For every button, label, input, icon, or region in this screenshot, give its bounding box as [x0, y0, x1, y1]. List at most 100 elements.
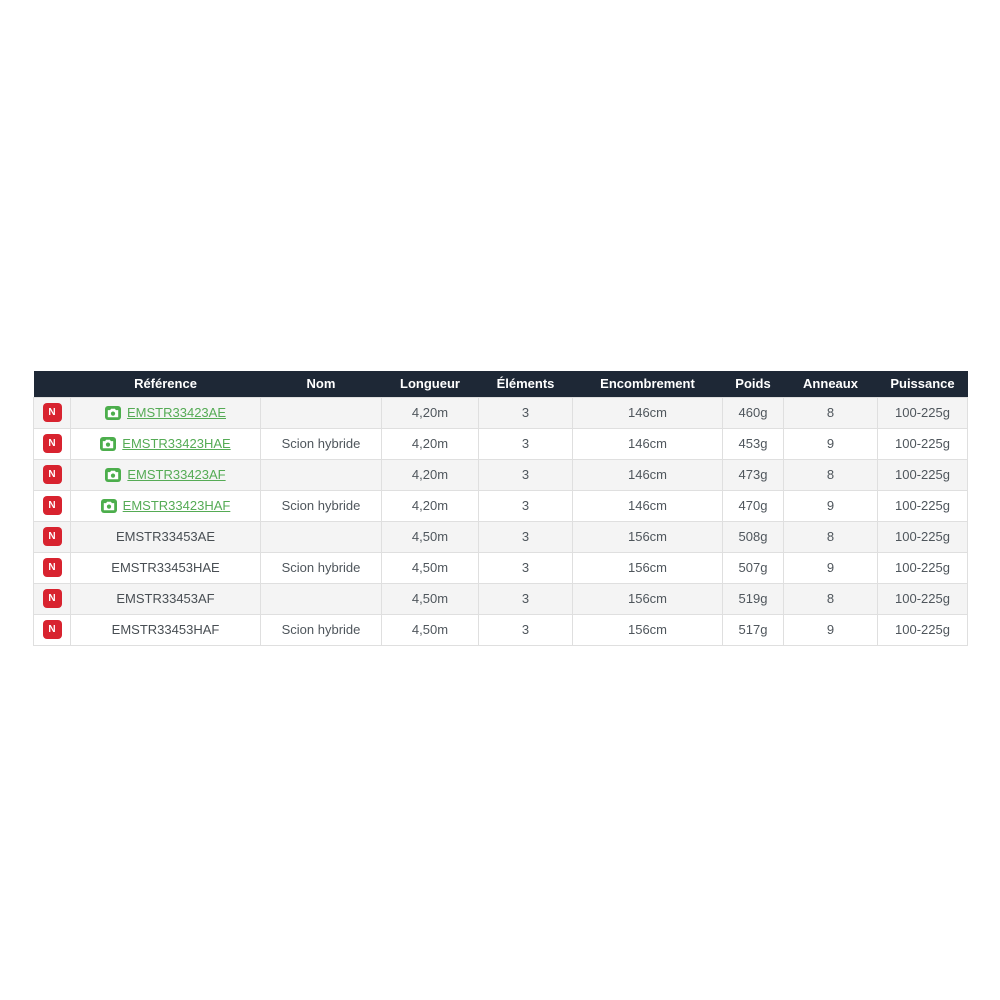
encombrement-cell: 156cm: [572, 551, 723, 584]
longueur-cell: 4,20m: [381, 458, 479, 491]
puissance-cell: 100-225g: [877, 427, 968, 460]
encombrement-cell: 146cm: [572, 427, 723, 460]
header-puissance: Puissance: [877, 371, 968, 397]
reference-cell: EMSTR33423AE: [70, 396, 261, 429]
table-row: N EMSTR33453HAF Scion hybride 4,50m 3 15…: [33, 613, 968, 646]
reference-cell: EMSTR33453AF: [70, 582, 261, 615]
header-badge-column: [33, 371, 71, 397]
nom-cell: [260, 582, 382, 615]
badge-cell: N: [33, 520, 71, 553]
reference-link[interactable]: EMSTR33423HAE: [122, 436, 231, 451]
badge-cell: N: [33, 551, 71, 584]
table-row: N EMSTR33423HAF Scion hybride 4,20m 3 14…: [33, 489, 968, 522]
new-product-badge: N: [42, 496, 62, 515]
table-row: N EMSTR33453HAE Scion hybride 4,50m 3 15…: [33, 551, 968, 584]
product-spec-table: Référence Nom Longueur Éléments Encombre…: [33, 371, 968, 646]
new-product-badge: N: [42, 434, 62, 453]
nom-cell: Scion hybride: [260, 427, 382, 460]
header-poids: Poids: [722, 371, 784, 397]
puissance-cell: 100-225g: [877, 520, 968, 553]
reference-text: EMSTR33453HAF: [111, 622, 220, 637]
longueur-cell: 4,50m: [381, 520, 479, 553]
nom-cell: [260, 458, 382, 491]
encombrement-cell: 146cm: [572, 458, 723, 491]
reference-cell: EMSTR33453HAE: [70, 551, 261, 584]
nom-cell: Scion hybride: [260, 613, 382, 646]
elements-cell: 3: [478, 427, 573, 460]
table-header-row: Référence Nom Longueur Éléments Encombre…: [33, 371, 968, 397]
anneaux-cell: 9: [783, 551, 878, 584]
product-spec-table-container: Référence Nom Longueur Éléments Encombre…: [33, 371, 968, 646]
longueur-cell: 4,20m: [381, 396, 479, 429]
reference-link[interactable]: EMSTR33423AE: [127, 405, 226, 420]
puissance-cell: 100-225g: [877, 582, 968, 615]
table-row: N EMSTR33453AF 4,50m 3 156cm 519g 8 100-…: [33, 582, 968, 615]
new-product-badge: N: [42, 620, 62, 639]
reference-cell: EMSTR33423HAE: [70, 427, 261, 460]
elements-cell: 3: [478, 396, 573, 429]
new-product-badge: N: [42, 558, 62, 577]
camera-icon[interactable]: [100, 436, 117, 451]
header-nom: Nom: [260, 371, 382, 397]
poids-cell: 460g: [722, 396, 784, 429]
table-row: N EMSTR33423AF 4,20m 3 146cm 473g 8 100-…: [33, 458, 968, 491]
header-reference: Référence: [70, 371, 261, 397]
longueur-cell: 4,50m: [381, 613, 479, 646]
reference-text: EMSTR33453AE: [116, 529, 215, 544]
poids-cell: 470g: [722, 489, 784, 522]
elements-cell: 3: [478, 582, 573, 615]
encombrement-cell: 146cm: [572, 396, 723, 429]
badge-cell: N: [33, 396, 71, 429]
elements-cell: 3: [478, 551, 573, 584]
new-product-badge: N: [42, 465, 62, 484]
reference-cell: EMSTR33423HAF: [70, 489, 261, 522]
anneaux-cell: 9: [783, 613, 878, 646]
puissance-cell: 100-225g: [877, 551, 968, 584]
new-product-badge: N: [42, 527, 62, 546]
header-anneaux: Anneaux: [783, 371, 878, 397]
encombrement-cell: 156cm: [572, 520, 723, 553]
encombrement-cell: 156cm: [572, 613, 723, 646]
reference-cell: EMSTR33453HAF: [70, 613, 261, 646]
camera-icon[interactable]: [105, 467, 122, 482]
anneaux-cell: 9: [783, 489, 878, 522]
new-product-badge: N: [42, 403, 62, 422]
reference-text: EMSTR33453HAE: [111, 560, 220, 575]
reference-link[interactable]: EMSTR33423HAF: [122, 498, 231, 513]
elements-cell: 3: [478, 520, 573, 553]
poids-cell: 507g: [722, 551, 784, 584]
nom-cell: [260, 396, 382, 429]
nom-cell: [260, 520, 382, 553]
encombrement-cell: 146cm: [572, 489, 723, 522]
longueur-cell: 4,50m: [381, 582, 479, 615]
header-elements: Éléments: [478, 371, 573, 397]
poids-cell: 453g: [722, 427, 784, 460]
reference-cell: EMSTR33453AE: [70, 520, 261, 553]
puissance-cell: 100-225g: [877, 613, 968, 646]
anneaux-cell: 8: [783, 520, 878, 553]
camera-icon[interactable]: [105, 405, 121, 420]
reference-link[interactable]: EMSTR33423AF: [127, 467, 226, 482]
header-longueur: Longueur: [381, 371, 479, 397]
nom-cell: Scion hybride: [260, 551, 382, 584]
reference-text: EMSTR33453AF: [116, 591, 215, 606]
badge-cell: N: [33, 458, 71, 491]
longueur-cell: 4,50m: [381, 551, 479, 584]
elements-cell: 3: [478, 458, 573, 491]
elements-cell: 3: [478, 613, 573, 646]
reference-cell: EMSTR33423AF: [70, 458, 261, 491]
table-row: N EMSTR33423AE 4,20m 3 146cm 460g 8 100-…: [33, 396, 968, 429]
anneaux-cell: 8: [783, 396, 878, 429]
camera-icon[interactable]: [100, 498, 117, 513]
badge-cell: N: [33, 427, 71, 460]
header-encombrement: Encombrement: [572, 371, 723, 397]
nom-cell: Scion hybride: [260, 489, 382, 522]
new-product-badge: N: [42, 589, 62, 608]
badge-cell: N: [33, 489, 71, 522]
badge-cell: N: [33, 613, 71, 646]
anneaux-cell: 8: [783, 582, 878, 615]
poids-cell: 473g: [722, 458, 784, 491]
poids-cell: 517g: [722, 613, 784, 646]
puissance-cell: 100-225g: [877, 458, 968, 491]
poids-cell: 519g: [722, 582, 784, 615]
